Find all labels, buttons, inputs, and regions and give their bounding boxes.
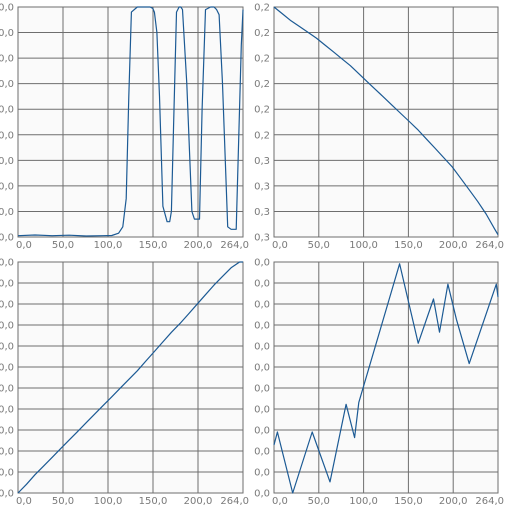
y-tick-label: 0,0 <box>0 3 14 14</box>
x-tick-label: 264,0 <box>220 240 249 251</box>
y-tick-label: 0,0 <box>254 342 270 353</box>
y-tick-label: 0,0 <box>0 28 14 39</box>
y-tick-label: 0,0 <box>0 279 14 290</box>
x-tick-label: 150,0 <box>394 240 423 251</box>
x-tick-label: 150,0 <box>139 240 168 251</box>
series-line <box>17 6 244 237</box>
y-tick-label: 0,0 <box>0 207 14 218</box>
y-tick-label: 0,2 <box>254 105 270 116</box>
y-tick-label: 0,0 <box>254 384 270 395</box>
y-tick-label: 0,0 <box>254 258 270 269</box>
x-tick-label: 200,0 <box>184 240 213 251</box>
y-tick-label: 0,0 <box>0 363 14 374</box>
y-tick-label: 0,0 <box>0 405 14 416</box>
x-tick-label: 200,0 <box>439 496 468 507</box>
x-tick-label: 50,0 <box>308 496 330 507</box>
y-tick-label: 0,0 <box>0 79 14 90</box>
x-tick-label: 100,0 <box>349 496 378 507</box>
y-tick-label: 0,0 <box>0 181 14 192</box>
y-tick-label: 0,3 <box>254 233 270 244</box>
plot-frame <box>17 6 244 238</box>
chart-panel-3: 0,0 50,0 100,0 150,0 200,0 264,00,00,00,00,00… <box>0 258 249 508</box>
plot-frame <box>273 261 499 494</box>
x-tick-label: 100,0 <box>349 240 378 251</box>
y-tick-label: 0,0 <box>0 489 14 500</box>
x-tick-label: 264,0 <box>475 496 504 507</box>
x-tick-label: 264,0 <box>220 496 249 507</box>
x-tick-label: 0,0 <box>16 240 32 251</box>
chart-panel-4: 0,0 50,0 100,0 150,0 200,0 264,00,00,00,00,00… <box>254 258 504 508</box>
x-tick-label: 0,0 <box>16 496 32 507</box>
x-tick-label: 50,0 <box>52 240 74 251</box>
y-tick-label: 0,2 <box>254 130 270 141</box>
y-tick-label: 0,0 <box>0 54 14 65</box>
y-tick-label: 0,0 <box>0 300 14 311</box>
y-tick-label: 0,0 <box>254 363 270 374</box>
y-tick-label: 0,0 <box>254 279 270 290</box>
y-tick-label: 0,0 <box>254 426 270 437</box>
y-tick-label: 0,0 <box>0 468 14 479</box>
y-tick-label: 0,0 <box>0 426 14 437</box>
y-tick-label: 0,0 <box>0 258 14 269</box>
x-tick-label: 200,0 <box>184 496 213 507</box>
x-tick-label: 100,0 <box>94 496 123 507</box>
x-tick-label: 50,0 <box>52 496 74 507</box>
y-tick-label: 0,3 <box>254 207 270 218</box>
y-tick-label: 0,3 <box>254 156 270 167</box>
y-tick-label: 0,0 <box>0 447 14 458</box>
series-line <box>273 6 499 236</box>
y-tick-label: 0,3 <box>254 181 270 192</box>
plot-frame <box>17 261 244 494</box>
x-tick-label: 150,0 <box>139 496 168 507</box>
x-tick-label: 100,0 <box>94 240 123 251</box>
y-tick-label: 0,0 <box>0 342 14 353</box>
x-tick-label: 264,0 <box>475 240 504 251</box>
y-tick-label: 0,2 <box>254 28 270 39</box>
y-tick-label: 0,0 <box>254 300 270 311</box>
plot-area <box>274 262 498 493</box>
y-tick-label: 0,0 <box>254 447 270 458</box>
y-tick-label: 0,0 <box>0 105 14 116</box>
y-tick-label: 0,2 <box>254 79 270 90</box>
y-tick-label: 0,0 <box>254 489 270 500</box>
y-tick-label: 0,0 <box>0 156 14 167</box>
y-tick-label: 0,2 <box>254 3 270 14</box>
y-tick-label: 0,0 <box>0 321 14 332</box>
y-tick-label: 0,0 <box>0 384 14 395</box>
plot-frame <box>273 6 499 238</box>
y-tick-label: 0,0 <box>0 130 14 141</box>
x-tick-label: 0,0 <box>272 240 288 251</box>
chart-panel-2: 0,0 50,0 100,0 150,0 200,0 264,0 0,3 0,3 0,3 0,3 0… <box>254 3 504 252</box>
x-tick-label: 0,0 <box>272 496 288 507</box>
series-line <box>273 263 499 494</box>
x-tick-label: 50,0 <box>308 240 330 251</box>
chart-panel-1: 0,0 50,0 100,0 150,0 200,0 264,00,00,00,00,00… <box>0 3 249 252</box>
x-tick-label: 150,0 <box>394 496 423 507</box>
y-tick-label: 0,0 <box>254 405 270 416</box>
y-tick-label: 0,2 <box>254 54 270 65</box>
x-tick-label: 200,0 <box>439 240 468 251</box>
series-line <box>17 261 243 494</box>
plot-area <box>274 7 498 237</box>
y-tick-label: 0,0 <box>254 468 270 479</box>
y-tick-label: 0,0 <box>0 233 14 244</box>
y-tick-label: 0,0 <box>254 321 270 332</box>
